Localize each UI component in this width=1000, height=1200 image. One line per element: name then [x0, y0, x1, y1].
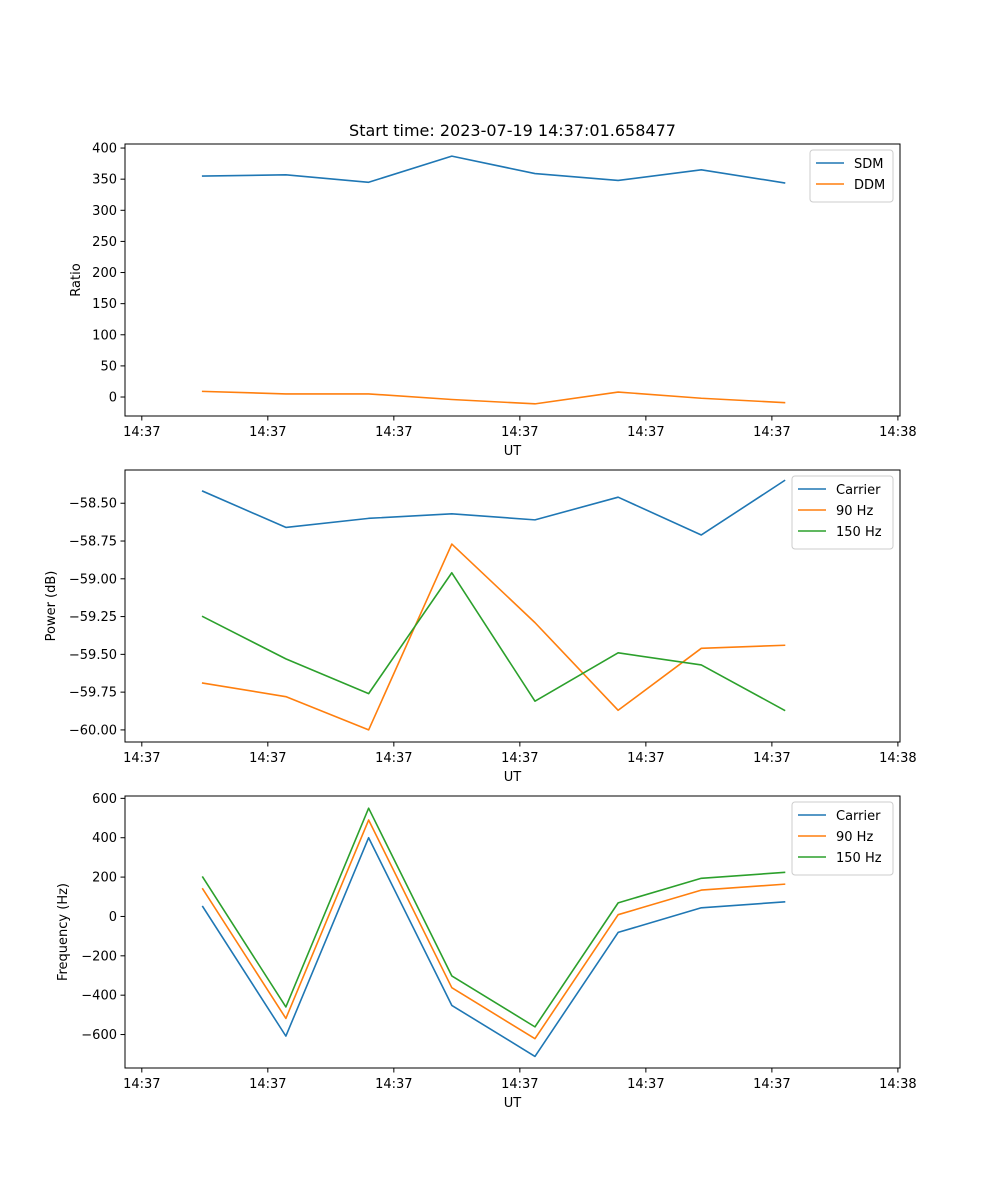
frequency-axes: 14:37 14:37 14:37 14:37 14:37 14:37 14:38 −600 −…: [56, 792, 917, 1111]
frequency-legend-label: 90 Hz: [836, 830, 873, 845]
frequency-x-tick-label: 14:37: [753, 1077, 790, 1092]
power-y-axis-label: Power (dB): [44, 571, 59, 642]
frequency-series-line-carrier: [201, 836, 786, 1058]
frequency-x-tick-label: 14:38: [879, 1077, 916, 1092]
ratio-axes-frame: [124, 143, 901, 417]
ratio-series-line-ddm: [201, 390, 786, 405]
power-y-tick-label: −58.50: [69, 497, 117, 512]
power-y-tick-label: −59.00: [69, 572, 117, 587]
ratio-legend: SDM DDM: [809, 149, 894, 203]
power-x-tick-label: 14:37: [249, 751, 286, 766]
ratio-y-tick-label: 50: [100, 359, 117, 374]
ratio-y-tick-label: 400: [92, 142, 117, 157]
ratio-x-tick-label: 14:38: [879, 425, 916, 440]
power-x-tick-label: 14:37: [123, 751, 160, 766]
frequency-x-tick-label: 14:37: [501, 1077, 538, 1092]
ratio-axes: 14:37 14:37 14:37 14:37 14:37 14:37 14:38 0 50 10…: [69, 142, 917, 459]
power-series-line-150-hz: [201, 571, 786, 712]
ratio-y-tick-label: 200: [92, 266, 117, 281]
power-x-tick-label: 14:37: [501, 751, 538, 766]
frequency-y-tick-label: 0: [109, 910, 117, 925]
ratio-x-tick-label: 14:37: [249, 425, 286, 440]
ratio-x-tick-label: 14:37: [501, 425, 538, 440]
frequency-x-tick-label: 14:37: [249, 1077, 286, 1092]
power-x-axis-label: UT: [504, 770, 522, 785]
ratio-y-tick-label: 250: [92, 235, 117, 250]
frequency-y-tick-label: 600: [92, 792, 117, 807]
frequency-x-tick-label: 14:37: [123, 1077, 160, 1092]
power-y-tick-label: −59.25: [69, 610, 117, 625]
frequency-x-tick-label: 14:37: [375, 1077, 412, 1092]
ratio-x-tick-label: 14:37: [375, 425, 412, 440]
frequency-y-tick-label: 200: [92, 871, 117, 886]
ratio-series-line-sdm: [201, 155, 786, 184]
ratio-legend-label: SDM: [854, 157, 883, 172]
frequency-x-axis-label: UT: [504, 1096, 522, 1111]
power-series-line-carrier: [201, 479, 786, 536]
power-legend-label: 150 Hz: [836, 525, 882, 540]
frequency-y-tick-label: −400: [81, 989, 117, 1004]
frequency-axes-frame: [124, 795, 901, 1069]
power-legend-label: Carrier: [836, 483, 881, 498]
ratio-y-tick-label: 0: [109, 391, 117, 406]
frequency-series-line-150-hz: [201, 807, 786, 1028]
power-y-tick-label: −59.50: [69, 648, 117, 663]
ratio-y-tick-label: 100: [92, 328, 117, 343]
ratio-y-tick-label: 300: [92, 204, 117, 219]
power-y-tick-label: −59.75: [69, 686, 117, 701]
frequency-legend-label: Carrier: [836, 809, 881, 824]
ratio-x-tick-label: 14:37: [627, 425, 664, 440]
figure-title: Start time: 2023-07-19 14:37:01.658477: [349, 121, 676, 140]
ratio-y-axis-label: Ratio: [69, 263, 84, 296]
power-y-tick-label: −58.75: [69, 535, 117, 550]
ratio-x-axis-label: UT: [504, 444, 522, 459]
frequency-y-tick-label: −600: [81, 1028, 117, 1043]
power-series-line-90-hz: [201, 543, 786, 731]
ratio-y-tick-label: 350: [92, 173, 117, 188]
frequency-legend: Carrier 90 Hz 150 Hz: [791, 801, 894, 876]
power-y-tick-label: −60.00: [69, 723, 117, 738]
frequency-y-axis-label: Frequency (Hz): [56, 883, 71, 981]
frequency-y-tick-label: −200: [81, 949, 117, 964]
power-axes: 14:37 14:37 14:37 14:37 14:37 14:37 14:38 −60.0…: [44, 469, 917, 785]
power-x-tick-label: 14:37: [627, 751, 664, 766]
frequency-y-tick-label: 400: [92, 831, 117, 846]
power-legend: Carrier 90 Hz 150 Hz: [791, 475, 894, 550]
ratio-x-tick-label: 14:37: [753, 425, 790, 440]
ratio-x-tick-label: 14:37: [123, 425, 160, 440]
ratio-legend-label: DDM: [854, 178, 885, 193]
frequency-x-tick-label: 14:37: [627, 1077, 664, 1092]
power-legend-label: 90 Hz: [836, 504, 873, 519]
power-x-tick-label: 14:38: [879, 751, 916, 766]
power-x-tick-label: 14:37: [375, 751, 412, 766]
ratio-y-tick-label: 150: [92, 297, 117, 312]
power-axes-frame: [124, 469, 901, 743]
frequency-series-line-90-hz: [201, 819, 786, 1040]
power-x-tick-label: 14:37: [753, 751, 790, 766]
frequency-legend-label: 150 Hz: [836, 851, 882, 866]
